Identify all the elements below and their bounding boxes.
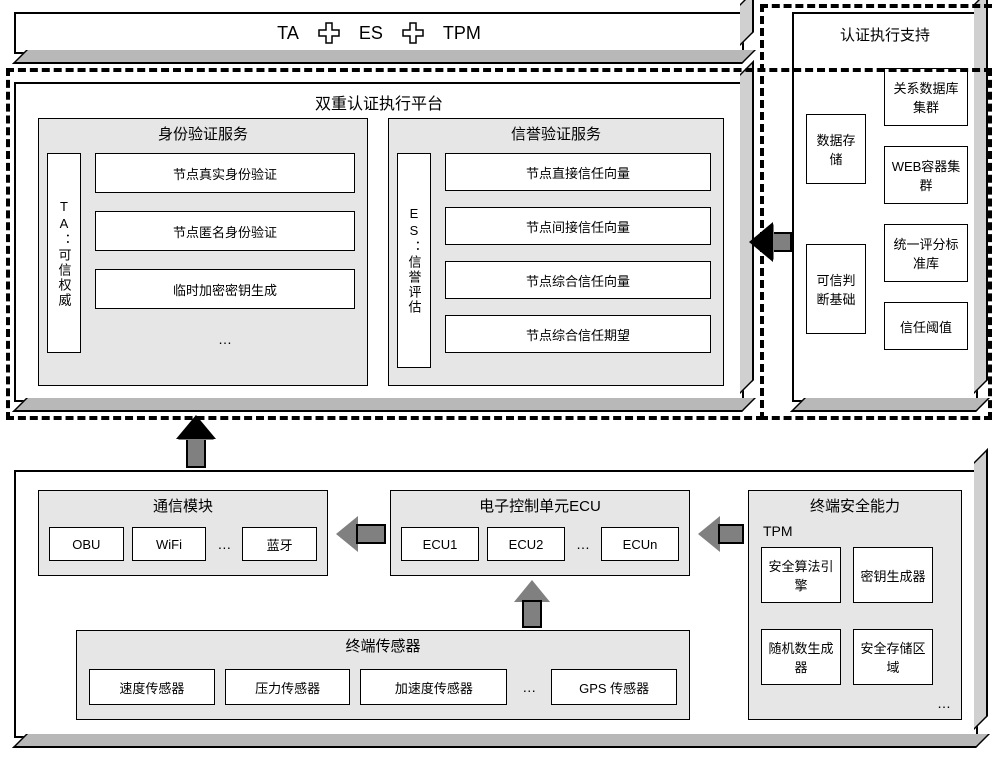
ecu-title: 电子控制单元ECU (391, 495, 689, 516)
reputation-item: 节点间接信任向量 (445, 207, 711, 245)
comm-more: … (214, 536, 234, 552)
sensor-item: 压力传感器 (225, 669, 351, 705)
identity-item: 临时加密密钥生成 (95, 269, 355, 309)
arrow-icon (178, 418, 214, 440)
security-item: 随机数生成器 (761, 629, 841, 685)
identity-item: 节点真实身份验证 (95, 153, 355, 193)
arrow-icon (698, 516, 720, 552)
security-item: 密钥生成器 (853, 547, 933, 603)
identity-title: 身份验证服务 (39, 123, 367, 144)
arrow-icon (752, 224, 774, 260)
sensor-item: GPS 传感器 (551, 669, 677, 705)
sensor-item: 速度传感器 (89, 669, 215, 705)
security-sub: TPM (763, 523, 793, 539)
sensor-title: 终端传感器 (77, 635, 689, 656)
ecu-module: 电子控制单元ECU ECU1 ECU2 … ECUn (390, 490, 690, 576)
reputation-item: 节点综合信任期望 (445, 315, 711, 353)
security-item: 安全算法引擎 (761, 547, 841, 603)
es-eval-label: ES：信誉评估 (397, 153, 431, 368)
arrow-body (772, 232, 792, 252)
ta-authority-text: TA：可信权威 (55, 199, 74, 308)
formula-ta: TA (277, 23, 299, 44)
security-title: 终端安全能力 (749, 495, 961, 516)
arrow-icon (336, 516, 358, 552)
formula-tpm: TPM (443, 23, 481, 44)
arrow-body (718, 524, 744, 544)
arrow-body (356, 524, 386, 544)
comm-item: 蓝牙 (242, 527, 317, 561)
comm-item: OBU (49, 527, 124, 561)
support-item: 统一评分标准库 (884, 224, 968, 282)
ecu-item: ECU2 (487, 527, 565, 561)
ecu-item: ECUn (601, 527, 679, 561)
reputation-service: 信誉验证服务 ES：信誉评估 节点直接信任向量 节点间接信任向量 节点综合信任向… (388, 118, 724, 386)
support-item: WEB容器集群 (884, 146, 968, 204)
support-item: 可信判断基础 (806, 244, 866, 334)
sensor-more: … (517, 679, 541, 695)
reputation-title: 信誉验证服务 (389, 123, 723, 144)
identity-item: 节点匿名身份验证 (95, 211, 355, 251)
formula-es: ES (359, 23, 383, 44)
security-more: … (937, 695, 951, 711)
es-eval-text: ES：信誉评估 (405, 206, 424, 315)
comm-module: 通信模块 OBU WiFi … 蓝牙 (38, 490, 328, 576)
dashed-outline-bottom-left (6, 416, 764, 420)
sensor-module: 终端传感器 速度传感器 压力传感器 加速度传感器 … GPS 传感器 (76, 630, 690, 720)
reputation-item: 节点综合信任向量 (445, 261, 711, 299)
support-item: 数据存储 (806, 114, 866, 184)
sensor-item: 加速度传感器 (360, 669, 507, 705)
support-item: 关系数据库集群 (884, 68, 968, 126)
identity-service: 身份验证服务 TA：可信权威 节点真实身份验证 节点匿名身份验证 临时加密密钥生… (38, 118, 368, 386)
formula-bar: TA ES TPM (14, 12, 744, 54)
arrow-body (186, 438, 206, 468)
ecu-item: ECU1 (401, 527, 479, 561)
comm-item: WiFi (132, 527, 207, 561)
arrow-icon (514, 580, 550, 602)
arrow-body (522, 600, 542, 628)
dual-auth-title: 双重认证执行平台 (16, 90, 742, 114)
support-panel: 认证执行支持 数据存储 可信判断基础 关系数据库集群 WEB容器集群 统一评分标… (792, 12, 978, 402)
ecu-more: … (573, 536, 593, 552)
dual-auth-panel: 双重认证执行平台 身份验证服务 TA：可信权威 节点真实身份验证 节点匿名身份验… (14, 82, 744, 402)
support-title: 认证执行支持 (794, 24, 976, 45)
ta-authority-label: TA：可信权威 (47, 153, 81, 353)
terminal-panel: 通信模块 OBU WiFi … 蓝牙 电子控制单元ECU ECU1 ECU2 …… (14, 470, 978, 738)
reputation-item: 节点直接信任向量 (445, 153, 711, 191)
security-item: 安全存储区域 (853, 629, 933, 685)
identity-more: … (95, 331, 355, 347)
plus-icon (317, 21, 341, 45)
plus-icon (401, 21, 425, 45)
support-item: 信任阈值 (884, 302, 968, 350)
terminal-security: 终端安全能力 TPM 安全算法引擎 密钥生成器 随机数生成器 安全存储区域 … (748, 490, 962, 720)
comm-title: 通信模块 (39, 495, 327, 516)
